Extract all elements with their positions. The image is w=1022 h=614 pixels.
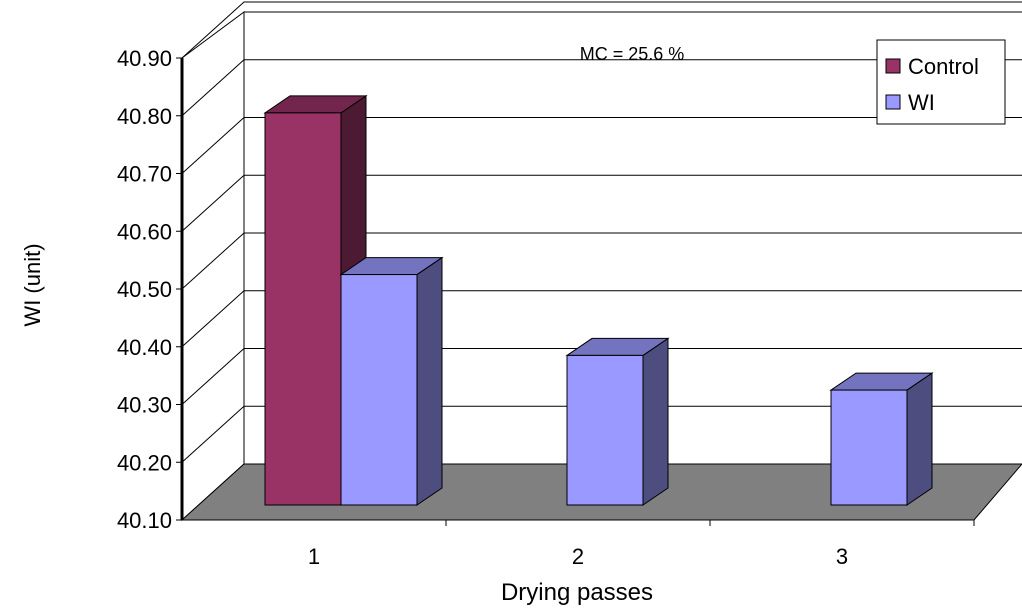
legend-box xyxy=(876,39,1006,125)
legend-label-control: Control xyxy=(908,54,979,79)
y-tick-label-1: 40.20 xyxy=(117,450,172,475)
x-tick-label-1: 1 xyxy=(308,544,320,569)
x-tick-label-2: 2 xyxy=(572,544,584,569)
bar-front xyxy=(830,389,908,506)
bar-wi-3 xyxy=(829,372,934,506)
bar-front xyxy=(264,112,342,506)
y-tick-label-7: 40.80 xyxy=(117,104,172,129)
bar-front xyxy=(340,274,418,506)
y-tick-labels: 40.10 40.20 40.30 40.40 40.50 40.60 40.70 40.80… xyxy=(117,46,172,533)
y-tick-label-4: 40.50 xyxy=(117,277,172,302)
gridline-6 xyxy=(181,117,1022,174)
gridline-4 xyxy=(181,232,1022,290)
y-tick-label-8: 40.90 xyxy=(117,46,172,71)
bar-wi-2 xyxy=(565,337,670,506)
bar-side xyxy=(906,372,933,506)
bars xyxy=(263,94,934,506)
legend: Control WI xyxy=(876,39,1006,125)
x-tick-label-3: 3 xyxy=(836,544,848,569)
y-tick-label-5: 40.60 xyxy=(117,219,172,244)
y-tick-label-2: 40.30 xyxy=(117,393,172,418)
legend-label-wi: WI xyxy=(908,90,935,115)
y-tick-label-0: 40.10 xyxy=(117,508,172,533)
gridlines xyxy=(181,1,1022,463)
gridline-1 xyxy=(181,405,1022,463)
bar-wi-1 xyxy=(339,256,444,506)
chart-annotation: MC = 25.6 % xyxy=(580,44,685,64)
y-tick-label-3: 40.40 xyxy=(117,335,172,360)
bar-side xyxy=(416,256,443,506)
gridline-2 xyxy=(181,348,1022,405)
legend-swatch-wi xyxy=(885,94,901,110)
bar-front xyxy=(566,354,644,506)
bar-side xyxy=(642,337,669,506)
y-axis-label: WI (unit) xyxy=(20,243,45,326)
legend-swatch-control xyxy=(885,58,901,74)
gridline-5 xyxy=(181,174,1022,232)
axes xyxy=(176,57,975,526)
gridline-7 xyxy=(181,59,1022,117)
x-tick-labels: 1 2 3 xyxy=(308,544,848,569)
x-axis-label: Drying passes xyxy=(501,579,653,606)
y-tick-label-6: 40.70 xyxy=(117,162,172,187)
gridline-3 xyxy=(181,290,1022,348)
gridline-8 xyxy=(181,1,1022,59)
